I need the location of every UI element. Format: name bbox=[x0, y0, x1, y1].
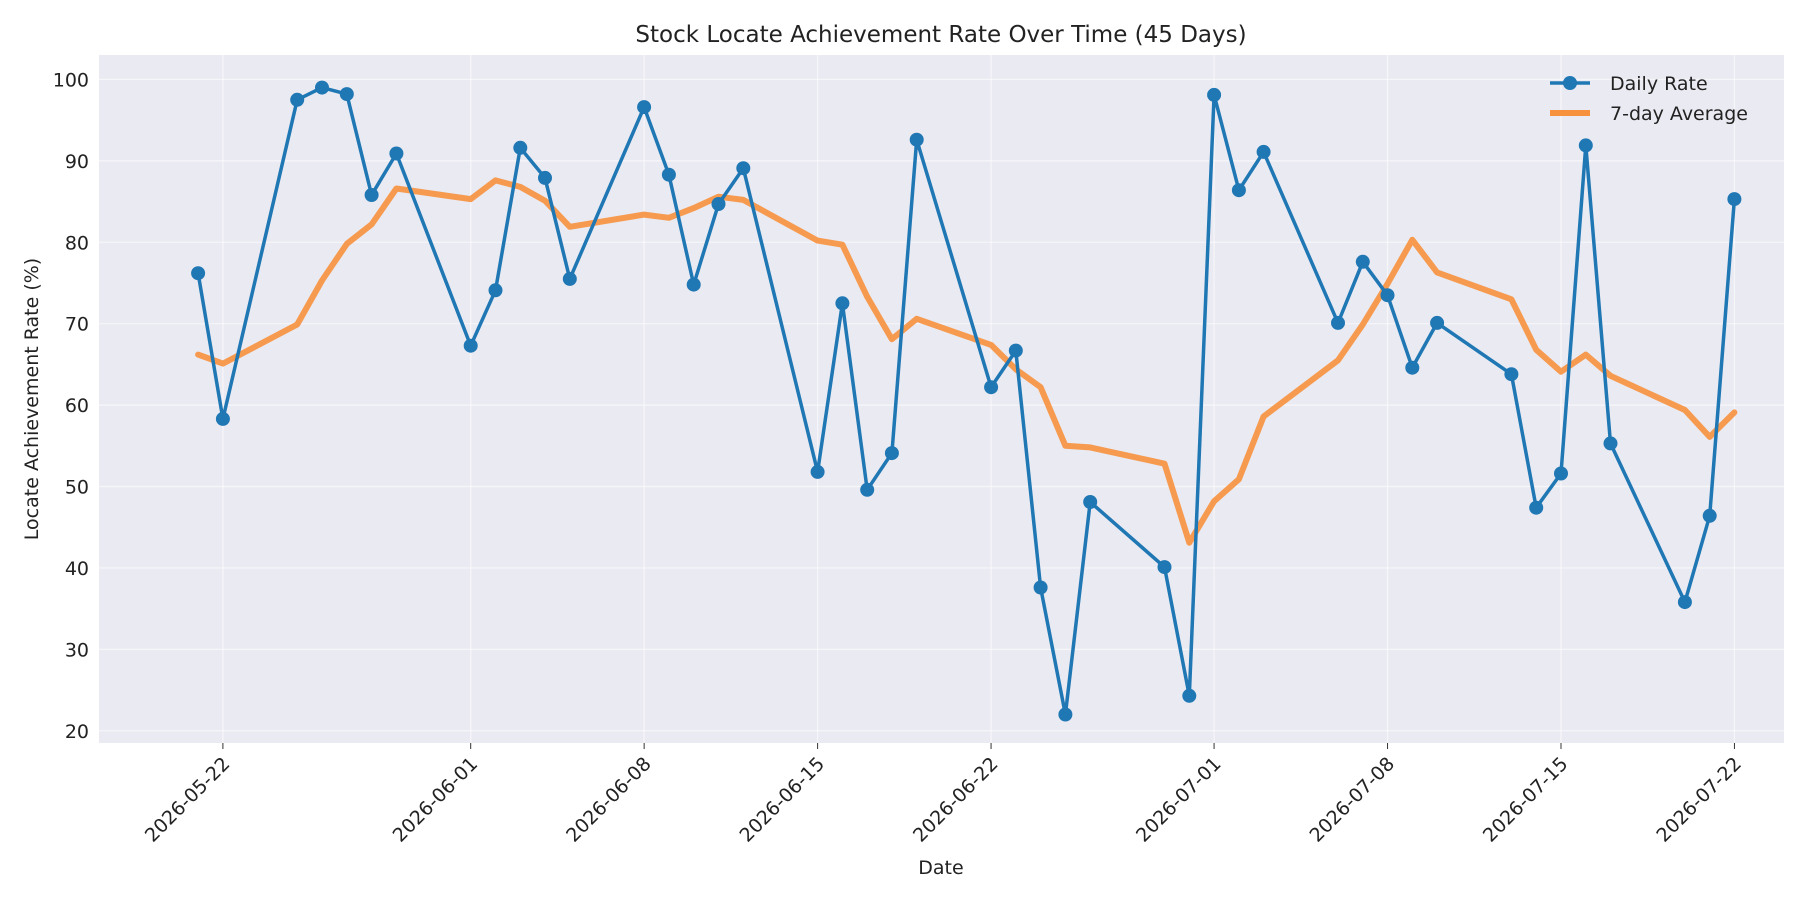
data-point[interactable] bbox=[1207, 87, 1222, 102]
x-tick-label: 2026-07-08 bbox=[1305, 753, 1399, 847]
data-point[interactable] bbox=[1331, 315, 1345, 330]
data-point[interactable] bbox=[488, 283, 503, 298]
chart-title: Stock Locate Achievement Rate Over Time … bbox=[635, 22, 1246, 48]
y-tick-label: 40 bbox=[65, 558, 89, 580]
y-tick-label: 20 bbox=[65, 721, 89, 743]
y-tick-label: 100 bbox=[53, 69, 89, 91]
data-point[interactable] bbox=[736, 161, 751, 176]
data-point[interactable] bbox=[1008, 343, 1023, 358]
legend-label-daily-rate: Daily Rate bbox=[1610, 73, 1708, 95]
data-point[interactable] bbox=[1182, 688, 1197, 703]
data-point[interactable] bbox=[810, 464, 825, 479]
data-point[interactable] bbox=[1231, 183, 1246, 198]
y-tick-label: 70 bbox=[65, 314, 89, 336]
y-axis: 20 30 40 50 60 70 80 90 100 bbox=[53, 69, 89, 742]
y-axis-label: Locate Achievement Rate (%) bbox=[21, 258, 43, 540]
x-tick-label: 2026-07-15 bbox=[1479, 753, 1573, 847]
series-daily-rate bbox=[191, 80, 1742, 722]
data-point[interactable] bbox=[1256, 144, 1271, 159]
data-point[interactable] bbox=[339, 87, 354, 102]
y-tick-label: 30 bbox=[65, 639, 89, 661]
y-tick-label: 50 bbox=[65, 477, 89, 499]
legend-item-daily-rate[interactable]: Daily Rate bbox=[1550, 73, 1708, 95]
data-point[interactable] bbox=[711, 197, 726, 211]
data-point[interactable] bbox=[1529, 500, 1544, 515]
data-point[interactable] bbox=[884, 446, 899, 461]
data-point[interactable] bbox=[538, 170, 552, 185]
data-point[interactable] bbox=[637, 100, 652, 115]
data-point[interactable] bbox=[1380, 288, 1395, 303]
data-point[interactable] bbox=[1355, 254, 1370, 269]
data-point[interactable] bbox=[686, 277, 701, 292]
series-layer bbox=[191, 80, 1742, 722]
data-point[interactable] bbox=[1430, 315, 1445, 330]
data-point[interactable] bbox=[1405, 360, 1420, 375]
legend-item-7-day-average[interactable]: 7-day Average bbox=[1550, 103, 1748, 125]
data-point[interactable] bbox=[290, 92, 305, 107]
y-tick-label: 60 bbox=[65, 395, 89, 417]
data-point[interactable] bbox=[1578, 138, 1593, 153]
data-point[interactable] bbox=[364, 188, 379, 202]
x-tick-label: 2026-06-01 bbox=[389, 753, 483, 847]
x-tick-label: 2026-05-22 bbox=[141, 753, 235, 847]
x-axis-label: Date bbox=[918, 857, 963, 879]
y-tick-label: 80 bbox=[65, 232, 89, 254]
data-point[interactable] bbox=[661, 167, 676, 182]
x-tick-label: 2026-07-01 bbox=[1132, 753, 1226, 847]
data-point[interactable] bbox=[1702, 508, 1717, 523]
data-point[interactable] bbox=[215, 411, 230, 426]
plot-area bbox=[99, 55, 1784, 743]
data-point[interactable] bbox=[909, 132, 924, 147]
data-point[interactable] bbox=[860, 482, 875, 497]
data-point[interactable] bbox=[1033, 580, 1048, 595]
data-point[interactable] bbox=[191, 266, 206, 281]
series-line-7-day-average bbox=[195, 177, 1738, 546]
data-point[interactable] bbox=[1727, 192, 1742, 207]
grid bbox=[99, 55, 1784, 743]
data-point[interactable] bbox=[463, 338, 478, 353]
data-point[interactable] bbox=[1504, 367, 1519, 382]
data-point[interactable] bbox=[513, 140, 528, 155]
x-tick-label: 2026-06-08 bbox=[562, 753, 656, 847]
legend: Daily Rate 7-day Average bbox=[1550, 73, 1748, 125]
data-point[interactable] bbox=[1157, 560, 1172, 575]
data-point[interactable] bbox=[835, 296, 850, 311]
x-tick-label: 2026-06-22 bbox=[909, 753, 1003, 847]
y-tick-label: 90 bbox=[65, 151, 89, 173]
data-point[interactable] bbox=[562, 271, 577, 286]
data-point[interactable] bbox=[315, 80, 329, 95]
data-point[interactable] bbox=[984, 380, 999, 395]
data-point[interactable] bbox=[1058, 707, 1073, 722]
data-point[interactable] bbox=[1083, 495, 1098, 509]
data-point[interactable] bbox=[1554, 466, 1568, 481]
legend-marker-daily-rate bbox=[1563, 76, 1577, 90]
data-point[interactable] bbox=[1603, 436, 1618, 451]
series-7-day-average bbox=[195, 177, 1738, 546]
x-axis: 2026-05-22 2026-06-01 2026-06-08 2026-06-15… bbox=[141, 743, 1746, 847]
x-tick-label: 2026-06-15 bbox=[736, 753, 830, 847]
data-point[interactable] bbox=[389, 146, 404, 161]
legend-label-7-day-average: 7-day Average bbox=[1610, 103, 1748, 125]
data-point[interactable] bbox=[1677, 595, 1692, 610]
x-tick-label: 2026-07-22 bbox=[1652, 753, 1746, 847]
